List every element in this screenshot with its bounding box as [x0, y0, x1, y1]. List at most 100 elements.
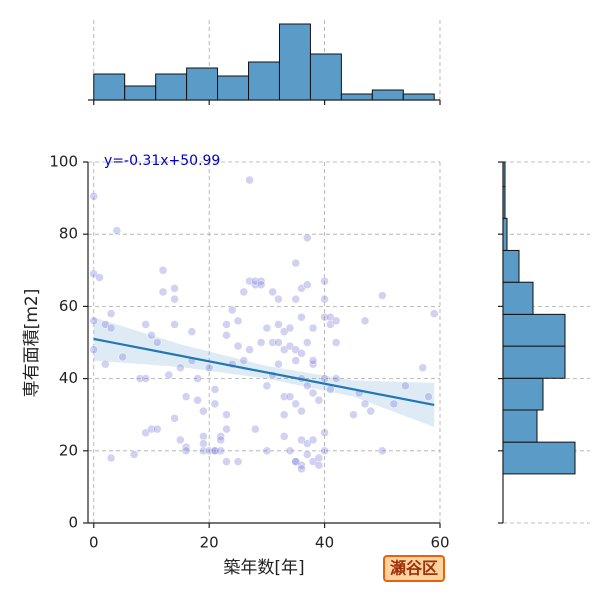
scatter-point — [314, 453, 324, 463]
scatter-point — [360, 399, 370, 409]
x-hist-bar — [248, 61, 280, 101]
scatter-point — [262, 381, 272, 391]
scatter-point — [378, 446, 387, 456]
scatter-point — [210, 399, 220, 409]
scatter-point — [158, 287, 168, 297]
y-hist-bar — [502, 186, 506, 219]
scatter-point — [204, 446, 214, 456]
scatter-point — [187, 327, 197, 336]
scatter-point — [147, 424, 156, 434]
x-hist-bar — [186, 67, 219, 101]
scatter-point — [256, 276, 266, 286]
scatter-point — [274, 294, 283, 304]
y-hist-bar — [502, 161, 506, 188]
scatter-point — [320, 428, 329, 437]
scatter-point — [331, 374, 341, 383]
scatter-point — [199, 432, 208, 441]
y-hist-bar — [502, 377, 544, 411]
scatter-point — [268, 338, 277, 347]
scatter-point — [106, 309, 116, 318]
scatter-point — [314, 396, 324, 405]
scatter-point — [141, 374, 150, 383]
scatter-point — [181, 446, 191, 456]
scatter-point — [222, 410, 231, 419]
scatter-point — [291, 258, 300, 268]
scatter-point — [239, 356, 249, 365]
scatter-point — [308, 435, 318, 445]
scatter-point — [210, 446, 220, 456]
scatter-point — [285, 392, 295, 401]
y-hist-bar — [502, 409, 538, 443]
scatter-point — [204, 363, 214, 373]
x-hist-bar — [371, 89, 404, 101]
scatter-point — [251, 424, 260, 434]
scatter-point — [233, 316, 243, 326]
y-hist-bar — [502, 281, 534, 315]
y-hist-bar — [502, 441, 576, 475]
scatter-point — [360, 316, 370, 326]
regression-line — [93, 337, 435, 407]
x-tick-label: 60 — [430, 534, 449, 552]
scatter-point — [308, 356, 318, 365]
y-hist-bar — [502, 217, 508, 251]
scatter-point — [147, 331, 156, 340]
scatter-point — [331, 338, 341, 347]
scatter-point — [245, 175, 254, 185]
scatter-point — [424, 392, 433, 401]
scatter-point — [170, 414, 179, 423]
scatter-point — [291, 294, 300, 304]
scatter-point — [279, 392, 289, 401]
scatter-point — [320, 294, 329, 304]
x-hist-bar — [93, 73, 126, 101]
scatter-point — [285, 446, 295, 456]
scatter-point — [320, 374, 329, 383]
scatter-point — [101, 359, 110, 369]
scatter-point — [378, 291, 387, 300]
scatter-point — [320, 276, 329, 286]
scatter-point — [193, 374, 202, 383]
scatter-point — [262, 323, 272, 333]
scatter-point — [199, 406, 208, 416]
y-tick-label: 100 — [49, 153, 78, 171]
scatter-point — [262, 446, 272, 456]
scatter-point — [181, 392, 191, 401]
x-hist-bar — [217, 75, 250, 101]
y-tick-label: 80 — [59, 225, 78, 243]
scatter-point — [245, 345, 254, 354]
scatter-point — [239, 287, 249, 297]
scatter-point — [349, 410, 358, 419]
scatter-point — [303, 450, 312, 459]
x-hist-bar — [155, 73, 188, 101]
scatter-point — [314, 460, 324, 470]
scatter-point — [297, 312, 306, 322]
scatter-point — [106, 453, 116, 463]
scatter-point — [429, 309, 439, 318]
scatter-point — [106, 323, 116, 333]
regression-label: y=-0.31x+50.99 — [104, 153, 220, 169]
scatter-point — [228, 305, 237, 315]
scatter-point — [199, 439, 208, 448]
scatter-point — [320, 312, 329, 322]
scatter-point — [89, 316, 99, 326]
scatter-point — [308, 388, 318, 398]
x-hist-bar — [402, 93, 435, 101]
scatter-point — [366, 406, 376, 416]
scatter-point — [152, 424, 162, 434]
scatter-point — [274, 320, 283, 329]
scatter-point — [158, 266, 168, 275]
scatter-point — [222, 457, 231, 466]
scatter-point — [303, 338, 312, 347]
scatter-point — [141, 320, 150, 329]
scatter-point — [303, 233, 312, 243]
scatter-point — [274, 359, 283, 369]
scatter-point — [89, 345, 99, 354]
scatter-point — [233, 457, 243, 466]
scatter-point — [297, 349, 306, 358]
scatter-point — [95, 273, 104, 282]
scatter-point — [216, 446, 225, 456]
scatter-point — [112, 226, 122, 235]
scatter-point — [285, 323, 295, 333]
y-hist-bar — [502, 345, 566, 379]
y-axis-label: 専有面積[m2] — [22, 289, 42, 398]
